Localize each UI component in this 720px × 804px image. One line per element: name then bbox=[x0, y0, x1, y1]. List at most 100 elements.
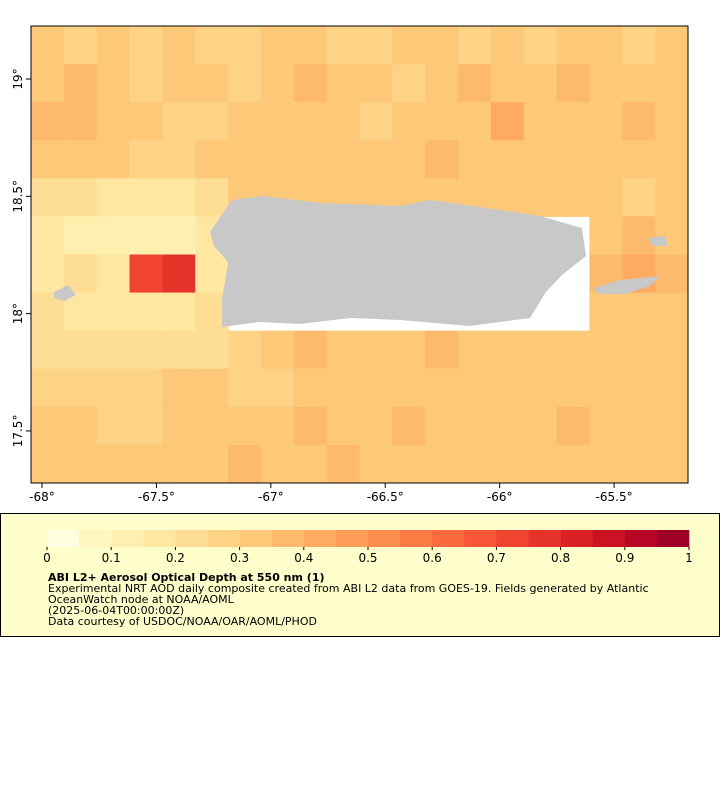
aod-cell bbox=[326, 140, 360, 179]
aod-cell bbox=[129, 444, 163, 484]
aod-cell bbox=[326, 406, 360, 446]
aod-cell bbox=[162, 330, 196, 370]
aod-cell bbox=[589, 26, 623, 65]
aod-cell bbox=[96, 102, 131, 141]
aod-cell bbox=[31, 406, 65, 446]
aod-cell bbox=[359, 368, 393, 408]
aod-cell bbox=[490, 444, 525, 484]
aod-cell bbox=[31, 444, 65, 484]
aod-cell bbox=[326, 444, 360, 484]
aod-cell bbox=[655, 330, 689, 370]
aod-cell bbox=[392, 26, 426, 65]
aod-cell bbox=[96, 26, 131, 65]
aod-cell bbox=[228, 330, 262, 370]
colorbar-bin bbox=[239, 530, 272, 547]
aod-cell bbox=[96, 64, 131, 103]
legend-title: ABI L2+ Aerosol Optical Depth at 550 nm … bbox=[48, 571, 325, 584]
aod-cell bbox=[195, 330, 229, 370]
aod-cell bbox=[260, 330, 295, 370]
aod-cell bbox=[359, 330, 393, 370]
aod-cell bbox=[392, 102, 426, 141]
aod-cell bbox=[96, 330, 131, 370]
aod-cell bbox=[195, 254, 229, 294]
aod-cell bbox=[96, 292, 131, 332]
aod-cell bbox=[655, 254, 689, 294]
colorbar-bin bbox=[47, 530, 80, 547]
aod-cell bbox=[622, 292, 656, 332]
colorbar-bin bbox=[496, 530, 529, 547]
aod-cell bbox=[392, 406, 426, 446]
aod-cell bbox=[392, 444, 426, 484]
aod-cell bbox=[458, 26, 492, 65]
aod-cell bbox=[195, 178, 229, 217]
aod-cell bbox=[556, 140, 590, 179]
aod-cell bbox=[31, 140, 65, 179]
aod-cell bbox=[162, 444, 196, 484]
puerto-rico bbox=[210, 196, 586, 327]
map-frame bbox=[30, 25, 689, 484]
colorbar-label: 1 bbox=[685, 551, 693, 565]
aod-cell bbox=[162, 102, 196, 141]
x-tick-label: -68° bbox=[29, 490, 55, 504]
aod-cell bbox=[129, 26, 163, 65]
aod-cell bbox=[195, 406, 229, 446]
colorbar-label: 0.3 bbox=[230, 551, 249, 565]
aod-cell bbox=[655, 140, 689, 179]
aod-cell bbox=[359, 406, 393, 446]
land bbox=[54, 196, 668, 327]
aod-cell bbox=[96, 216, 131, 255]
colorbar-bin bbox=[528, 530, 561, 547]
aod-cell bbox=[458, 102, 492, 141]
aod-cell bbox=[589, 444, 623, 484]
aod-cell bbox=[359, 140, 393, 179]
x-tick-label: -66.5° bbox=[367, 490, 404, 504]
aod-cell bbox=[589, 216, 623, 255]
aod-cell bbox=[326, 330, 360, 370]
aod-cell bbox=[162, 178, 196, 217]
aod-cell bbox=[589, 102, 623, 141]
aod-cell bbox=[195, 64, 229, 103]
aod-cell bbox=[31, 178, 65, 217]
colorbar-bin bbox=[207, 530, 240, 547]
colorbar-bin bbox=[464, 530, 497, 547]
y-tick-label: 18° bbox=[11, 303, 25, 324]
aod-cell bbox=[63, 406, 98, 446]
aod-cell bbox=[359, 102, 393, 141]
aod-cell bbox=[162, 254, 196, 294]
aod-cell bbox=[556, 64, 590, 103]
aod-cell bbox=[458, 64, 492, 103]
aod-cell bbox=[490, 26, 525, 65]
colorbar-bin bbox=[143, 530, 176, 547]
aod-cell bbox=[96, 406, 131, 446]
legend-text: OceanWatch node at NOAA/AOML bbox=[48, 593, 235, 606]
aod-cell bbox=[129, 140, 163, 179]
colorbar-bin bbox=[335, 530, 369, 547]
colorbar: 0 0.1 0.2 0.3 0.4 0.5 0.6 0.7 0.8 0.9 1 bbox=[43, 530, 693, 565]
aod-cell bbox=[260, 444, 295, 484]
y-tick-label: 18.5° bbox=[11, 180, 25, 213]
aod-cell bbox=[458, 406, 492, 446]
aod-cell bbox=[589, 330, 623, 370]
x-tick-label: -67.5° bbox=[138, 490, 175, 504]
vieques bbox=[594, 276, 660, 294]
aod-cell bbox=[96, 254, 131, 294]
aod-cell bbox=[458, 444, 492, 484]
aod-cell bbox=[622, 444, 656, 484]
aod-cell bbox=[359, 64, 393, 103]
aod-cell bbox=[490, 330, 525, 370]
aod-cell bbox=[162, 216, 196, 255]
aod-cell bbox=[523, 406, 558, 446]
legend-text: Experimental NRT AOD daily composite cre… bbox=[48, 582, 649, 595]
aod-cell bbox=[63, 330, 98, 370]
aod-cell bbox=[425, 102, 459, 141]
aod-cell bbox=[195, 444, 229, 484]
aod-cell bbox=[425, 368, 459, 408]
aod-cell bbox=[589, 368, 623, 408]
aod-cell bbox=[162, 292, 196, 332]
colorbar-bin bbox=[175, 530, 208, 547]
colorbar-bin bbox=[400, 530, 433, 547]
colorbar-label: 0.9 bbox=[615, 551, 634, 565]
aod-cell bbox=[129, 330, 163, 370]
aod-cell bbox=[195, 26, 229, 65]
